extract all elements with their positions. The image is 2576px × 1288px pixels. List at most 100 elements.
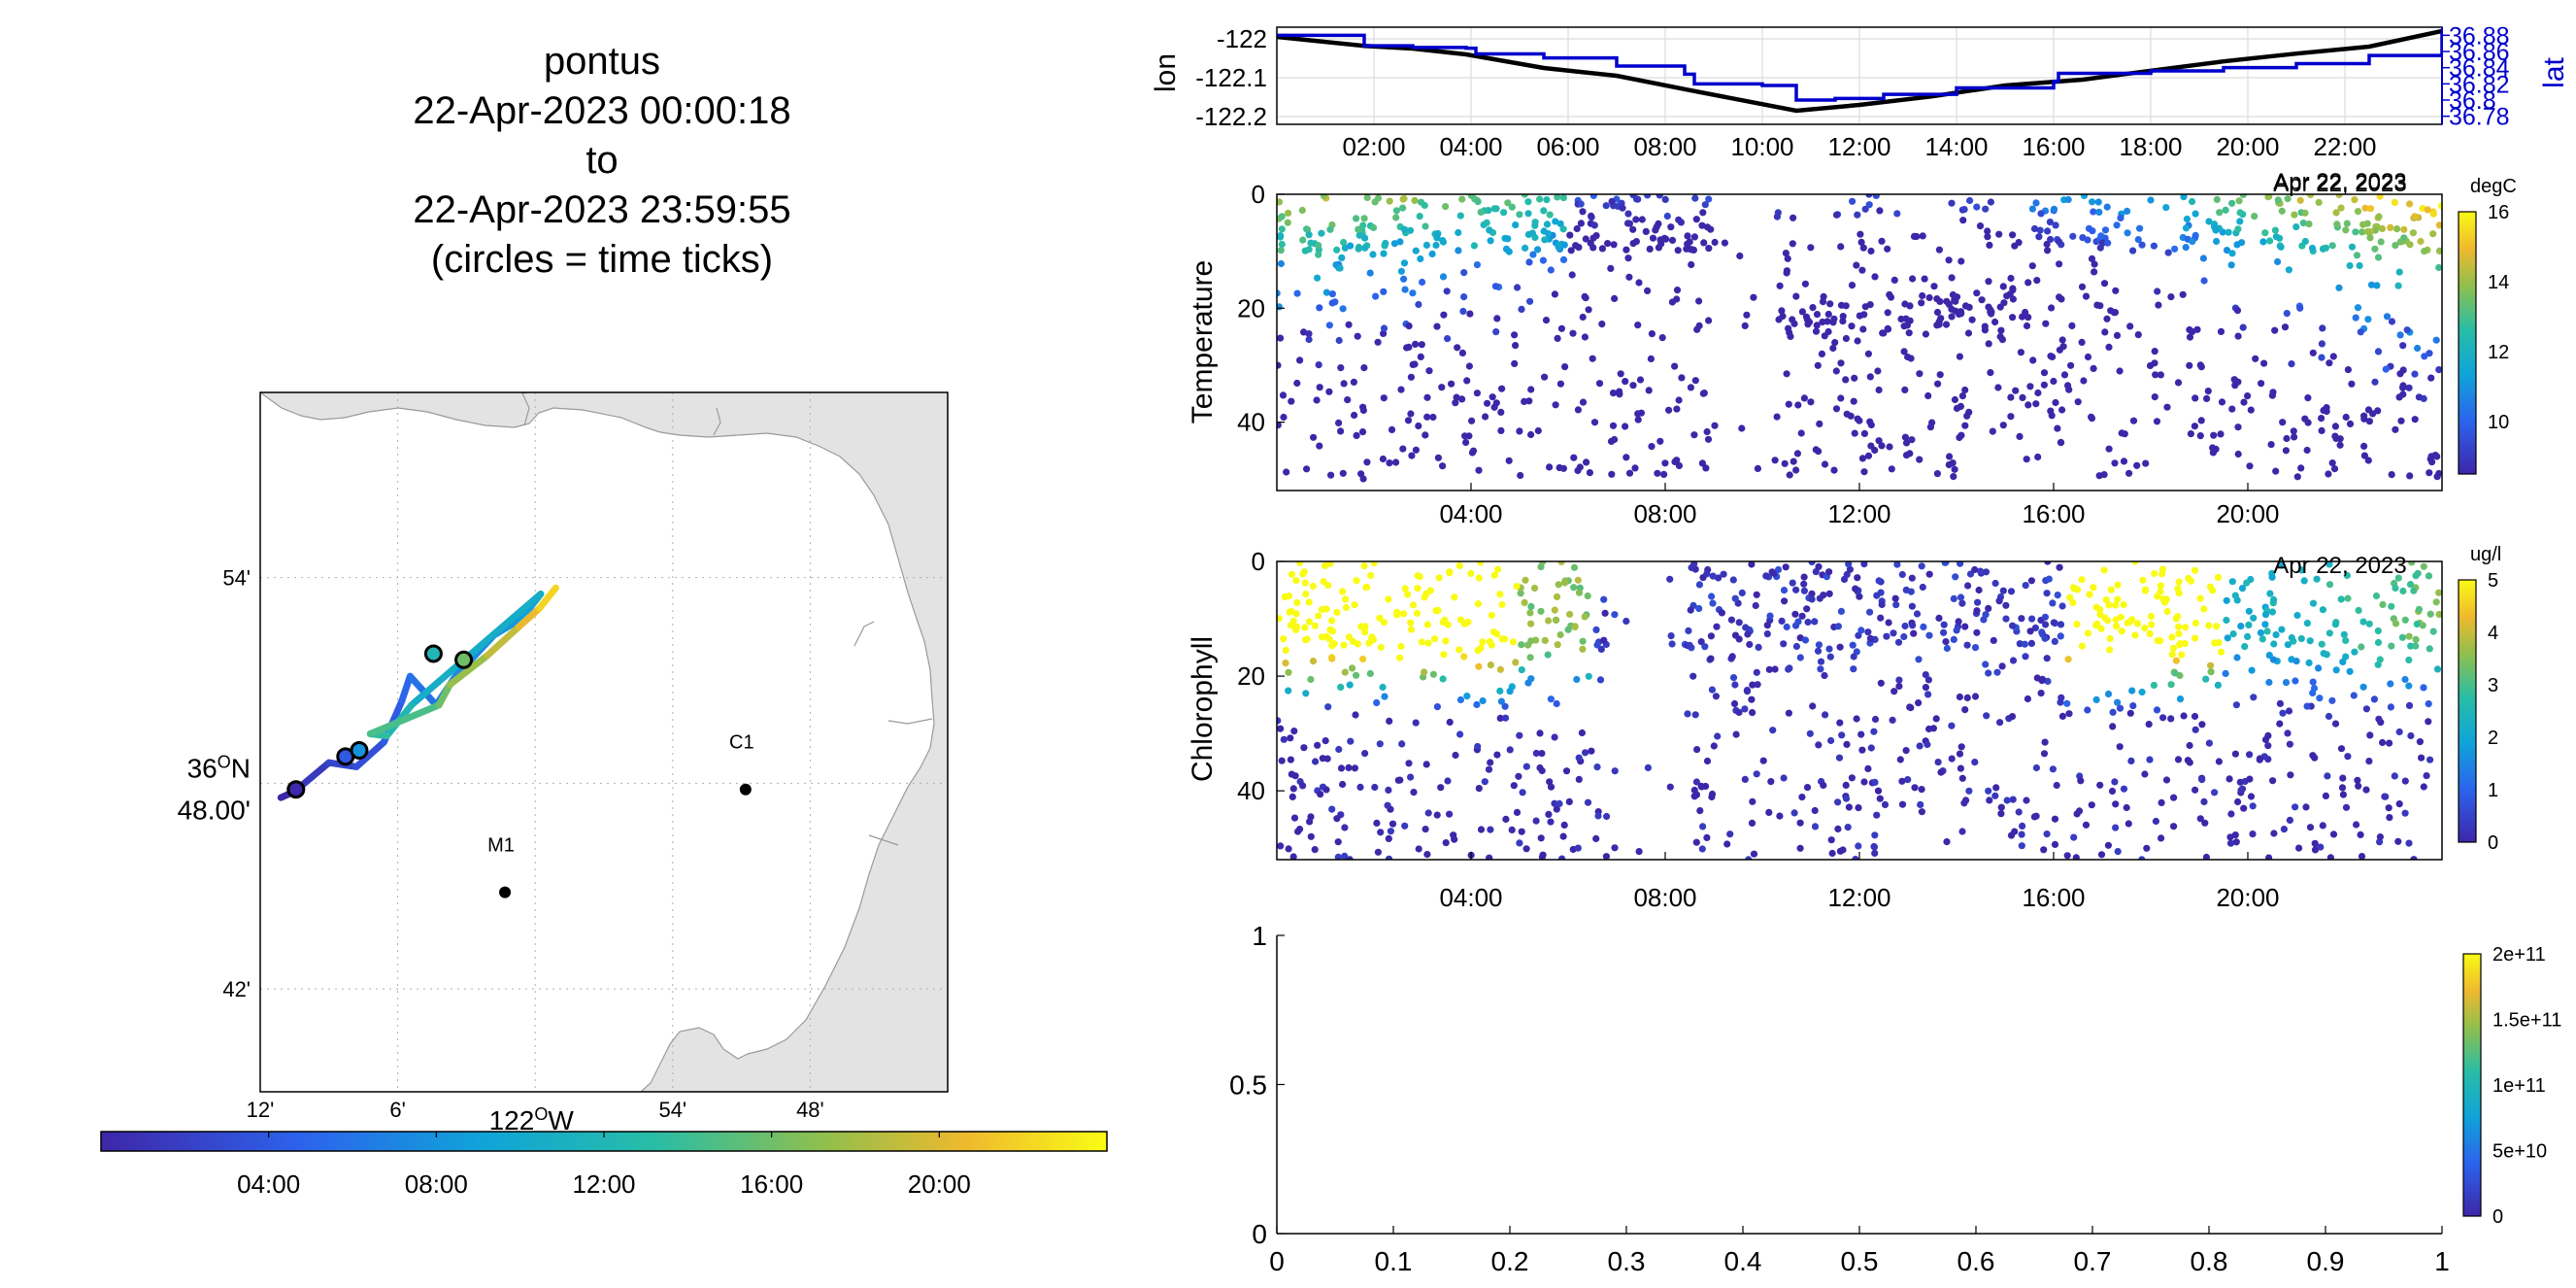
- temperature-point: [2352, 228, 2359, 236]
- colorbar-tick-label: 0: [2488, 832, 2498, 854]
- chlorophyll-point: [1315, 612, 1322, 620]
- temperature-point: [1415, 422, 1422, 430]
- chlorophyll-point: [1305, 598, 1313, 606]
- chlorophyll-point: [1455, 646, 1463, 654]
- temperature-point: [1541, 373, 1549, 381]
- chlorophyll-point: [1404, 591, 1412, 598]
- x-tick-label: 12:00: [1827, 499, 1890, 528]
- temperature-point: [2117, 214, 2124, 221]
- lon-lat-xtick: 04:00: [1439, 132, 1502, 161]
- chlorophyll-point: [1957, 593, 1965, 601]
- chlorophyll-point: [1496, 591, 1504, 598]
- temperature-point: [1781, 459, 1789, 467]
- temperature-point: [2044, 247, 2052, 254]
- temperature-point: [1540, 207, 1548, 215]
- chlorophyll-point: [1881, 800, 1890, 809]
- chlorophyll-point: [1488, 611, 1495, 620]
- chlorophyll-point: [2405, 701, 2414, 710]
- chlorophyll-point: [1909, 622, 1917, 629]
- temperature-point: [1460, 293, 1468, 301]
- temperature-point: [2382, 365, 2390, 373]
- chlorophyll-point: [1442, 839, 1450, 847]
- temperature-point: [2427, 374, 2435, 382]
- temperature-point: [2189, 238, 2196, 246]
- chlorophyll-point: [1371, 783, 1379, 792]
- chlorophyll-point: [1785, 709, 1792, 717]
- chlorophyll-point: [2318, 640, 2325, 648]
- chlorophyll-point: [2056, 563, 2063, 571]
- x-tick-label: 08:00: [1633, 883, 1696, 912]
- chlorophyll-point: [2157, 582, 2164, 590]
- chlorophyll-point: [1401, 585, 1409, 593]
- chlorophyll-point: [2168, 633, 2176, 641]
- chlorophyll-point: [2399, 587, 2407, 595]
- chlorophyll-point: [1439, 618, 1447, 627]
- chlorophyll-point: [2265, 678, 2273, 687]
- temperature-point: [1783, 370, 1790, 378]
- chlorophyll-point: [1337, 683, 1345, 692]
- temperature-point: [2296, 196, 2304, 204]
- chlorophyll-point: [1539, 561, 1547, 565]
- chlorophyll-point: [2433, 665, 2442, 673]
- chlorophyll-point: [1873, 811, 1881, 819]
- chlorophyll-point: [1902, 747, 1910, 755]
- chlorophyll-point: [1791, 610, 1799, 618]
- temperature-point: [2089, 198, 2096, 206]
- chlorophyll-point: [2072, 854, 2080, 860]
- temperature-point: [2342, 413, 2350, 422]
- temperature-point: [1277, 232, 1285, 240]
- temperature-point: [1589, 244, 1597, 252]
- temperature-point: [1792, 292, 1800, 300]
- temperature-point: [2371, 245, 2379, 253]
- temperature-point: [1884, 245, 1891, 253]
- chlorophyll-point: [2257, 628, 2264, 637]
- temperature-point: [1916, 370, 1924, 378]
- chlorophyll-point: [1814, 647, 1823, 655]
- temperature-point: [1966, 196, 1974, 205]
- chlorophyll-point: [2344, 753, 2352, 761]
- chlorophyll-point: [2234, 797, 2242, 806]
- chlorophyll-point: [2268, 608, 2277, 616]
- temperature-point: [1673, 405, 1681, 413]
- chlorophyll-point: [1385, 786, 1392, 795]
- chlorophyll-point: [1866, 634, 1874, 642]
- chlorophyll-point: [1849, 641, 1857, 649]
- chlorophyll-point: [1695, 581, 1703, 589]
- chlorophyll-point: [1601, 609, 1609, 617]
- temperature-point: [1632, 216, 1640, 223]
- temperature-point: [1692, 216, 1700, 223]
- temperature-point: [1703, 427, 1711, 436]
- temperature-point: [1313, 396, 1321, 404]
- temperature-point: [1837, 394, 1845, 402]
- temperature-point: [2240, 398, 2248, 406]
- temperature-point: [1524, 210, 1532, 218]
- chlorophyll-point: [2023, 797, 2030, 804]
- chlorophyll-point: [2300, 577, 2308, 585]
- chlorophyll-point: [2265, 652, 2273, 660]
- temperature-point: [1454, 344, 1461, 352]
- lon-lat-ticks: 02:00 04:00 06:00 08:00 10:00 12:00 14:00 16:00…: [1150, 22, 2570, 195]
- temperature-point: [1705, 245, 1713, 253]
- chlorophyll-point: [1827, 836, 1835, 844]
- chlorophyll-point: [1282, 646, 1289, 655]
- temperature-point: [1850, 397, 1857, 405]
- temperature-point: [1687, 384, 1694, 391]
- temperature-point: [2182, 224, 2191, 232]
- chlorophyll-point: [1363, 583, 1371, 592]
- temperature-point: [1315, 361, 1322, 369]
- chlorophyll-point: [1858, 746, 1866, 754]
- chlorophyll-point: [2008, 713, 2017, 721]
- temperature-point: [1783, 267, 1790, 275]
- temperature-point: [2346, 261, 2354, 270]
- temperature-point: [2343, 220, 2351, 227]
- temperature-point: [1339, 305, 1347, 313]
- chlorophyll-point: [1735, 708, 1743, 717]
- chlorophyll-point: [1890, 629, 1897, 637]
- chlorophyll-point: [1493, 751, 1501, 759]
- chlorophyll-point: [1948, 722, 1956, 729]
- chlorophyll-point: [2412, 572, 2420, 580]
- chlorophyll-point: [1301, 624, 1309, 631]
- temperature-point: [2361, 204, 2369, 212]
- chlorophyll-point: [1731, 681, 1739, 689]
